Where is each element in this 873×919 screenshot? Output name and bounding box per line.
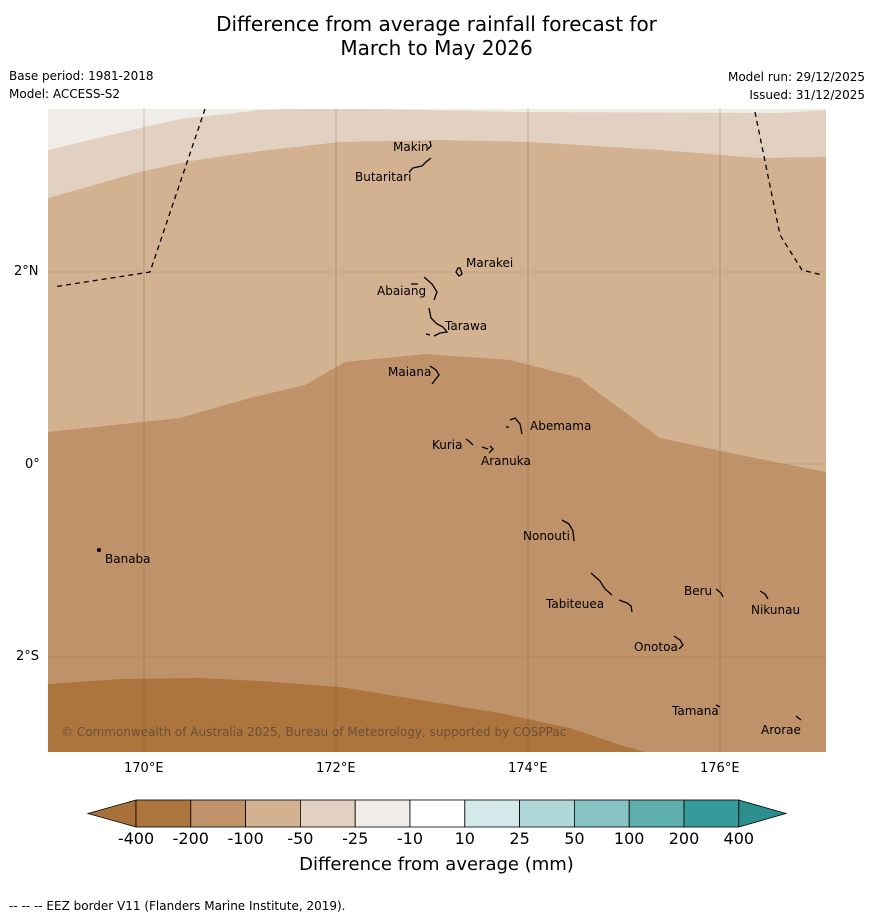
island-outline-maiana xyxy=(429,365,440,385)
lon-tick-176e: 176°E xyxy=(700,761,740,776)
island-label-marakei: Marakei xyxy=(466,256,513,270)
island-outline-tabiteuea xyxy=(590,572,633,613)
colorbar-tick-label: 25 xyxy=(509,829,530,848)
island-label-maiana: Maiana xyxy=(388,365,431,379)
island-label-nonouti: Nonouti xyxy=(523,529,570,543)
model-name: Model: ACCESS-S2 xyxy=(9,87,121,101)
island-label-tabiteuea: Tabiteuea xyxy=(545,597,604,611)
base-period: Base period: 1981-2018 xyxy=(9,69,154,83)
band-minus-400-200 xyxy=(48,678,645,752)
lat-tick-0: 0° xyxy=(25,457,40,472)
island-label-abaiang: Abaiang xyxy=(377,284,426,298)
island-outline-tarawa xyxy=(425,307,449,337)
colorbar-segment xyxy=(245,799,301,828)
lat-tick-2n: 2°N xyxy=(14,264,39,279)
eez-footnote: -- -- -- EEZ border V11 (Flanders Marine… xyxy=(9,899,346,913)
colorbar-tick-label: -100 xyxy=(227,829,264,848)
model-run: Model run: 29/12/2025 xyxy=(727,70,865,84)
island-outline-nonouti xyxy=(561,519,575,542)
island-outline-abaiang xyxy=(411,276,438,301)
lon-tick-174e: 174°E xyxy=(508,761,548,776)
island-label-arorae: Arorae xyxy=(761,723,801,737)
eez-border-east xyxy=(754,111,823,276)
copyright-notice: © Commonwealth of Australia 2025, Bureau… xyxy=(61,725,566,739)
band-minus-25-10 xyxy=(48,109,826,150)
title-line-2: March to May 2026 xyxy=(340,36,533,60)
colorbar-segment xyxy=(628,799,685,828)
colorbar-segment xyxy=(135,799,192,828)
island-outlines xyxy=(96,140,802,721)
eez-borders xyxy=(52,108,823,288)
island-outline-abemama xyxy=(506,417,523,435)
island-outline-aranuka xyxy=(481,445,494,454)
colorbar-tick-label: 100 xyxy=(613,829,645,848)
island-outline-onotoa xyxy=(673,635,684,650)
eez-border-west xyxy=(52,108,206,288)
colorbar-segment xyxy=(519,799,575,828)
island-label-tamana: Tamana xyxy=(671,704,719,718)
colorbar-segment xyxy=(464,799,520,828)
colorbar-tick-label: 400 xyxy=(723,829,755,848)
island-outline-tamana xyxy=(715,704,721,708)
gridlines xyxy=(48,109,826,752)
island-outline-banaba xyxy=(96,547,102,553)
colorbar-segment xyxy=(409,799,466,828)
colorbar-segment xyxy=(683,799,740,828)
colorbar-tick-label: 50 xyxy=(564,829,585,848)
meta-left: Base period: 1981-2018 Model: ACCESS-S2 xyxy=(9,67,154,103)
island-label-butaritari: Butaritari xyxy=(355,170,412,184)
colorbar-tick-label: -400 xyxy=(117,829,155,848)
colorbar-tick-label: 200 xyxy=(668,829,700,848)
colorbar-segment xyxy=(354,799,411,828)
title-line-1: Difference from average rainfall forecas… xyxy=(216,12,657,36)
island-label-kuria: Kuria xyxy=(432,438,463,452)
colorbar-extend-low xyxy=(86,799,137,828)
island-label-onotoa: Onotoa xyxy=(634,640,678,654)
island-outline-butaritari xyxy=(408,157,432,173)
island-outline-makin xyxy=(427,140,432,150)
colorbar-segment xyxy=(190,799,247,828)
island-outline-beru xyxy=(715,588,724,598)
island-outline-marakei xyxy=(455,267,463,277)
band-minus-50-25 xyxy=(48,109,826,198)
colorbar-tick-label: -50 xyxy=(287,829,314,848)
rainfall-shading xyxy=(48,109,826,752)
island-label-tarawa: Tarawa xyxy=(444,319,487,333)
island-outline-arorae xyxy=(795,715,802,721)
island-outline-nikunau xyxy=(759,590,769,600)
island-label-makin: Makin xyxy=(393,140,429,154)
colorbar-segment xyxy=(299,799,356,828)
colorbar-tick-label: -10 xyxy=(396,829,424,848)
colorbar-segment xyxy=(574,799,630,828)
lon-tick-170e: 170°E xyxy=(124,761,164,776)
lon-tick-172e: 172°E xyxy=(316,761,356,776)
colorbar-tick-label: -200 xyxy=(172,829,209,848)
colorbar-title: Difference from average (mm) xyxy=(299,854,574,875)
island-label-banaba: Banaba xyxy=(105,552,151,566)
island-label-abemama: Abemama xyxy=(530,419,591,433)
issued-date: Issued: 31/12/2025 xyxy=(749,88,865,102)
colorbar xyxy=(86,799,788,828)
colorbar-extend-high xyxy=(738,799,788,828)
lat-tick-2s: 2°S xyxy=(16,649,40,664)
colorbar-tick-label: -25 xyxy=(342,829,369,848)
island-outline-kuria xyxy=(465,438,474,446)
meta-right: Model run: 29/12/2025 Issued: 31/12/2025 xyxy=(728,68,865,104)
island-label-nikunau: Nikunau xyxy=(751,603,800,617)
band-minus-100-50 xyxy=(48,109,826,472)
map-title: Difference from average rainfall forecas… xyxy=(0,12,873,60)
colorbar-tick-label: 10 xyxy=(454,829,475,848)
island-label-beru: Beru xyxy=(684,584,712,598)
island-labels: Makin Butaritari Marakei Abaiang Tarawa … xyxy=(105,140,801,737)
island-label-aranuka: Aranuka xyxy=(481,454,531,468)
